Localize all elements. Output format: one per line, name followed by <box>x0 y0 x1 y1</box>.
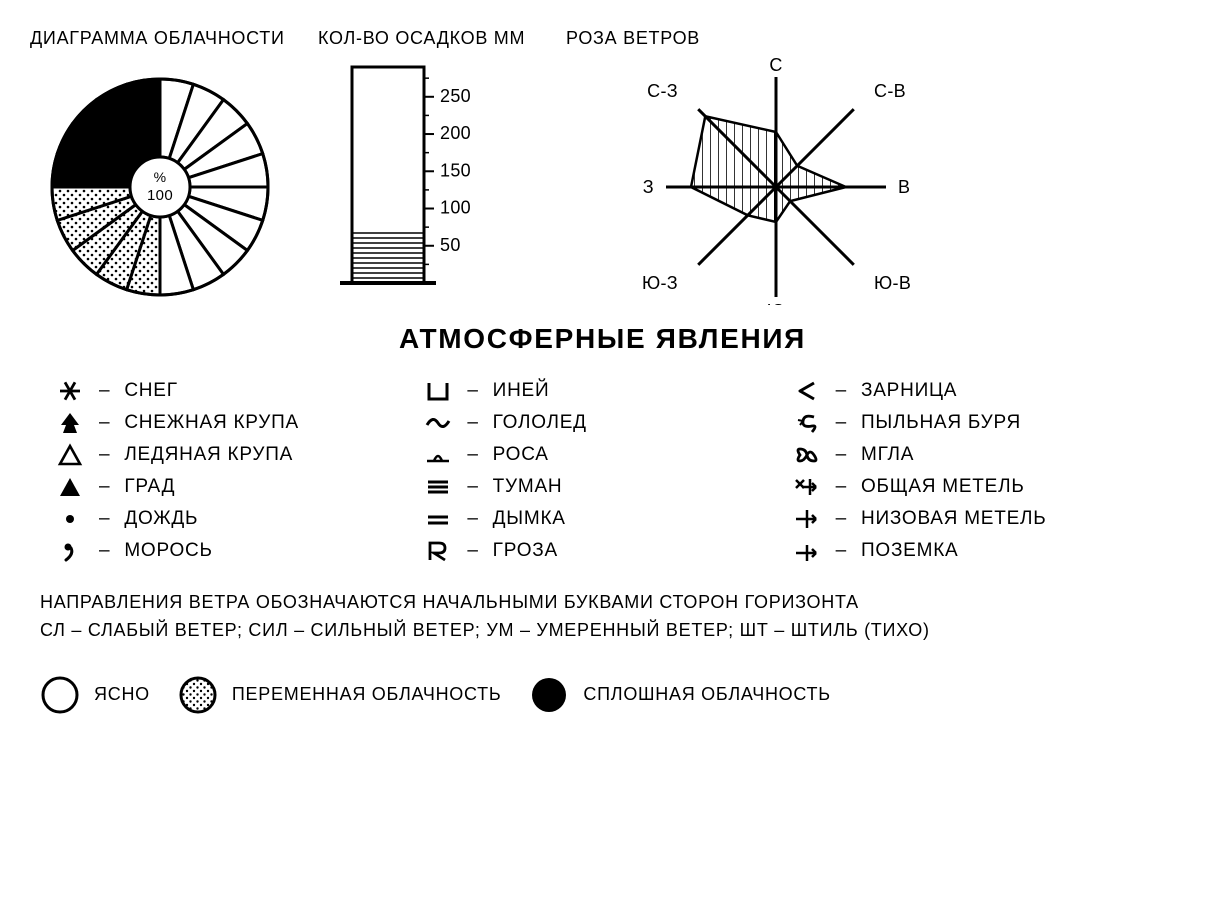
wind-note-line1: НАПРАВЛЕНИЯ ВЕТРА ОБОЗНАЧАЮТСЯ НАЧАЛЬНЫМ… <box>40 589 1165 617</box>
rain-icon <box>55 507 85 531</box>
phenomenon-label: НИЗОВАЯ МЕТЕЛЬ <box>861 508 1047 530</box>
drifting-snow-icon <box>792 539 822 563</box>
hail-icon <box>55 475 85 499</box>
phenomenon-label: ГРОЗА <box>493 540 558 562</box>
wind-rose: РОЗА ВЕТРОВ С С-В В Ю-В Ю Ю-З З С-З <box>566 28 1175 305</box>
svg-text:200: 200 <box>440 123 471 143</box>
cloud-variable-icon <box>178 675 218 715</box>
mist-icon <box>423 507 453 531</box>
thunder-icon <box>423 539 453 563</box>
precipitation-gauge: КОЛ-ВО ОСАДКОВ ММ 50 100 150 200 250 <box>318 28 538 305</box>
svg-text:С: С <box>769 57 782 75</box>
dust-storm-icon <box>792 411 822 435</box>
phenomenon-item: –СНЕГ <box>55 379 413 403</box>
phenomenon-item: –НИЗОВАЯ МЕТЕЛЬ <box>792 507 1150 531</box>
svg-text:100: 100 <box>440 198 471 218</box>
svg-text:250: 250 <box>440 86 471 106</box>
phenomenon-item: –СНЕЖНАЯ КРУПА <box>55 411 413 435</box>
phenomena-heading: АТМОСФЕРНЫЕ ЯВЛЕНИЯ <box>0 323 1205 355</box>
phenomenon-item: –ДОЖДЬ <box>55 507 413 531</box>
phenomenon-item: –МОРОСЬ <box>55 539 413 563</box>
phenomena-legend: –СНЕГ –ИНЕЙ –ЗАРНИЦА –СНЕЖНАЯ КРУПА –ГОЛОЛЕД… <box>0 379 1205 563</box>
precipitation-title: КОЛ-ВО ОСАДКОВ ММ <box>318 28 538 49</box>
cloud-legend-label: ПЕРЕМЕННАЯ ОБЛАЧНОСТЬ <box>232 684 502 705</box>
haze-dark-icon <box>792 443 822 467</box>
phenomenon-item: –ГРАД <box>55 475 413 499</box>
cloud-clear-icon <box>40 675 80 715</box>
phenomenon-item: –МГЛА <box>792 443 1150 467</box>
phenomenon-item: –ЛЕДЯНАЯ КРУПА <box>55 443 413 467</box>
drizzle-icon <box>55 539 85 563</box>
dew-icon <box>423 443 453 467</box>
precipitation-svg: 50 100 150 200 250 <box>318 57 538 305</box>
phenomenon-label: ПЫЛЬНАЯ БУРЯ <box>861 412 1021 434</box>
cloud-legend-label: СПЛОШНАЯ ОБЛАЧНОСТЬ <box>583 684 830 705</box>
svg-text:Ю-В: Ю-В <box>874 273 911 293</box>
phenomenon-label: МОРОСЬ <box>124 540 212 562</box>
phenomenon-label: СНЕЖНАЯ КРУПА <box>124 412 299 434</box>
phenomenon-item: –ТУМАН <box>423 475 781 499</box>
phenomenon-item: –ЗАРНИЦА <box>792 379 1150 403</box>
phenomenon-label: ДЫМКА <box>493 508 566 530</box>
phenomenon-label: ЗАРНИЦА <box>861 380 957 402</box>
svg-text:50: 50 <box>440 235 461 255</box>
cloud-legend-item: СПЛОШНАЯ ОБЛАЧНОСТЬ <box>529 675 830 715</box>
phenomenon-label: РОСА <box>493 444 549 466</box>
frost-icon <box>423 379 453 403</box>
phenomenon-item: –ПОЗЕМКА <box>792 539 1150 563</box>
cloudiness-title: ДИАГРАММА ОБЛАЧНОСТИ <box>30 28 290 49</box>
cloudiness-diagram: ДИАГРАММА ОБЛАЧНОСТИ % 100 <box>30 28 290 305</box>
blizzard-icon <box>792 475 822 499</box>
phenomenon-label: ОБЩАЯ МЕТЕЛЬ <box>861 476 1025 498</box>
phenomenon-item: –ГРОЗА <box>423 539 781 563</box>
phenomenon-label: ЛЕДЯНАЯ КРУПА <box>124 444 293 466</box>
glaze-icon <box>423 411 453 435</box>
svg-text:%: % <box>154 169 167 185</box>
cloud-solid-icon <box>529 675 569 715</box>
cloud-legend-item: ПЕРЕМЕННАЯ ОБЛАЧНОСТЬ <box>178 675 502 715</box>
phenomenon-label: ГРАД <box>124 476 175 498</box>
phenomenon-item: –ДЫМКА <box>423 507 781 531</box>
cloudiness-legend: ЯСНО ПЕРЕМЕННАЯ ОБЛАЧНОСТЬ СПЛОШНАЯ ОБЛАЧН… <box>0 645 1205 715</box>
svg-text:В: В <box>898 177 910 197</box>
wind-rose-title: РОЗА ВЕТРОВ <box>566 28 1175 49</box>
phenomenon-label: ДОЖДЬ <box>124 508 198 530</box>
phenomenon-item: –ГОЛОЛЕД <box>423 411 781 435</box>
cloud-legend-label: ЯСНО <box>94 684 150 705</box>
cloud-legend-item: ЯСНО <box>40 675 150 715</box>
blowing-snow-icon <box>792 507 822 531</box>
phenomenon-item: –ИНЕЙ <box>423 379 781 403</box>
svg-text:100: 100 <box>147 187 173 204</box>
phenomenon-item: –ОБЩАЯ МЕТЕЛЬ <box>792 475 1150 499</box>
svg-text:З: З <box>643 177 654 197</box>
svg-text:С-З: С-З <box>647 81 678 101</box>
wind-rose-svg: С С-В В Ю-В Ю Ю-З З С-З <box>566 57 986 305</box>
phenomenon-item: –РОСА <box>423 443 781 467</box>
phenomenon-item: –ПЫЛЬНАЯ БУРЯ <box>792 411 1150 435</box>
svg-text:Ю: Ю <box>767 301 786 305</box>
svg-text:С-В: С-В <box>874 81 906 101</box>
svg-text:Ю-З: Ю-З <box>642 273 678 293</box>
fog-icon <box>423 475 453 499</box>
wind-note-line2: СЛ – СЛАБЫЙ ВЕТЕР; СИЛ – СИЛЬНЫЙ ВЕТЕР; … <box>40 617 1165 645</box>
cloudiness-pie: % 100 <box>30 57 290 305</box>
snow-icon <box>55 379 85 403</box>
phenomenon-label: СНЕГ <box>124 380 177 402</box>
phenomenon-label: ГОЛОЛЕД <box>493 412 587 434</box>
svg-text:150: 150 <box>440 160 471 180</box>
sheet-lightning-icon <box>792 379 822 403</box>
phenomenon-label: ПОЗЕМКА <box>861 540 958 562</box>
phenomenon-label: МГЛА <box>861 444 914 466</box>
wind-notes: НАПРАВЛЕНИЯ ВЕТРА ОБОЗНАЧАЮТСЯ НАЧАЛЬНЫМ… <box>0 563 1205 645</box>
phenomenon-label: ИНЕЙ <box>493 380 550 402</box>
phenomenon-label: ТУМАН <box>493 476 563 498</box>
ice-pellets-icon <box>55 443 85 467</box>
snow-pellets-icon <box>55 411 85 435</box>
